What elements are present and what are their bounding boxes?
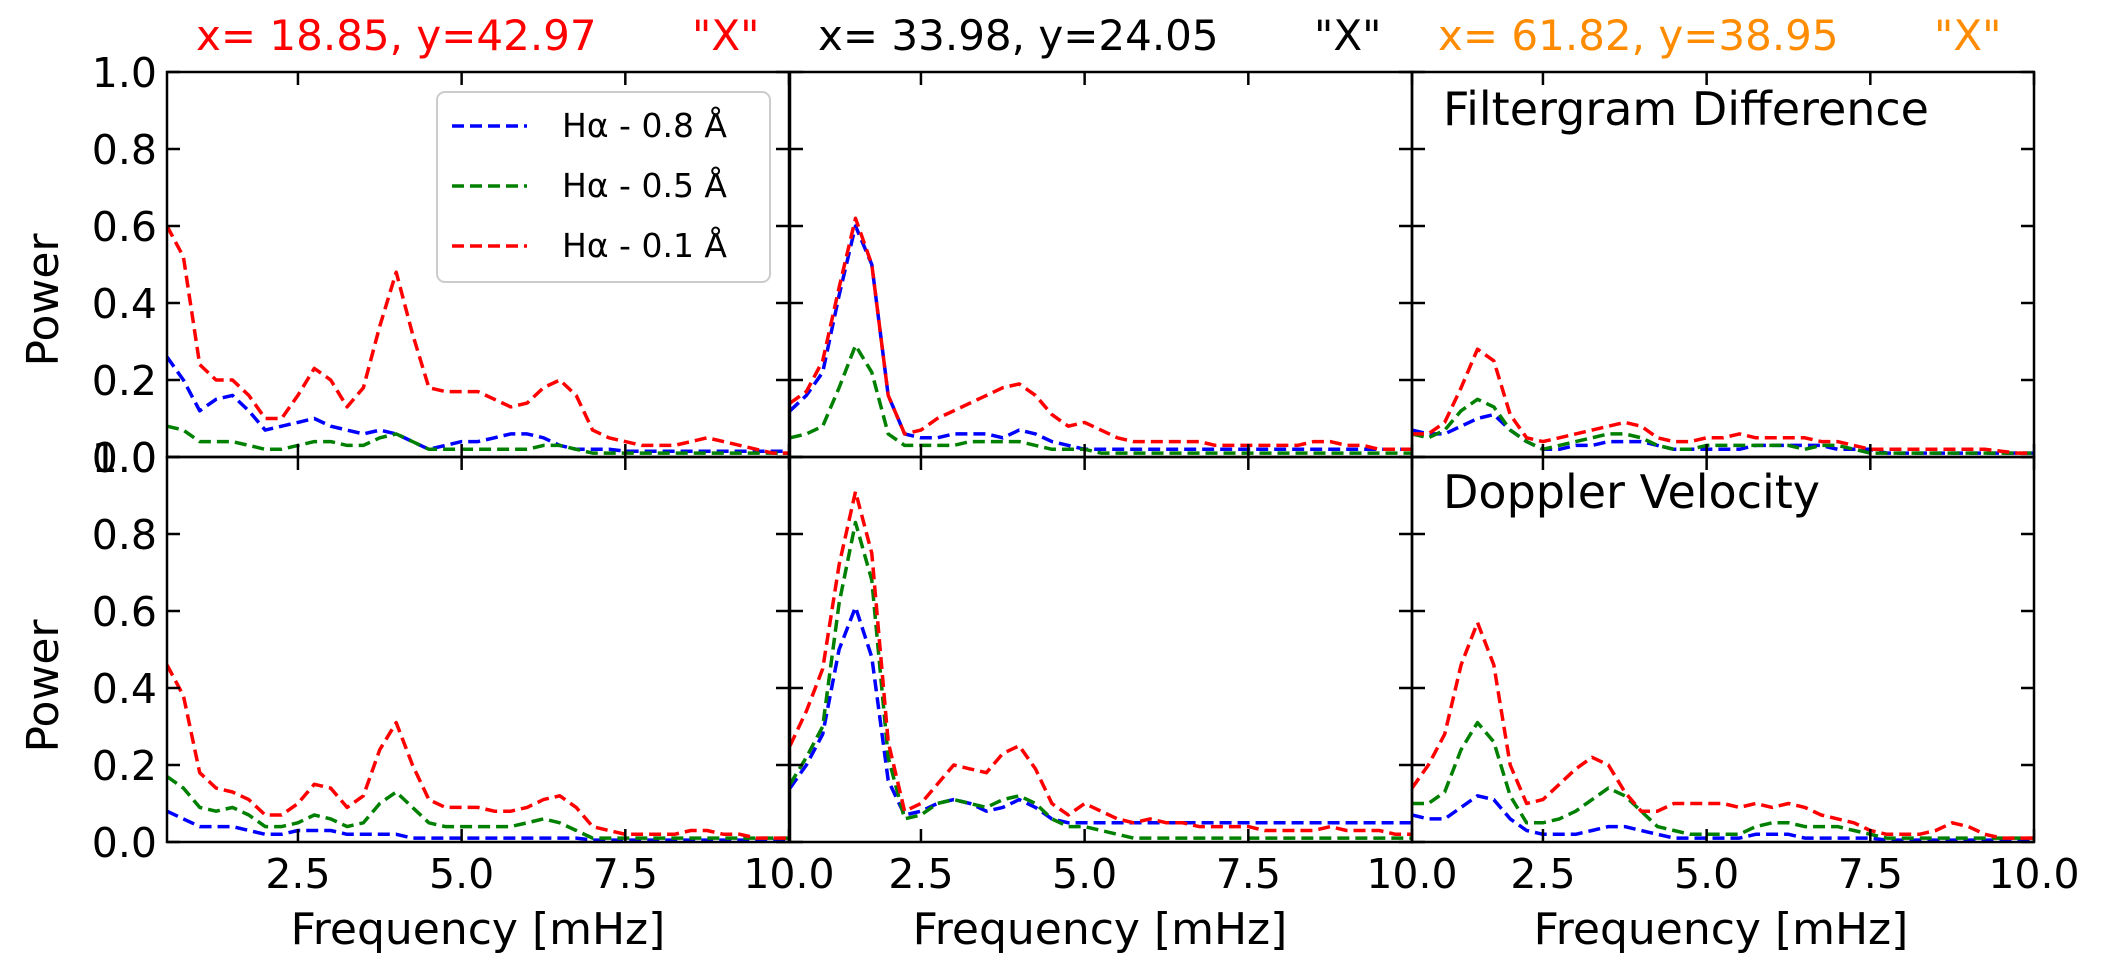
series-line-0-1 [167,225,789,455]
panel-frame [788,455,1414,844]
series-line-0-5 [1412,397,2034,455]
ylabel-bottom: Power [18,619,69,753]
x-tick-label: 10.0 [743,850,834,898]
row-title-filtergram: Filtergram Difference [1443,82,1929,136]
panel-series-group [167,225,789,455]
series-line-0-1 [1412,620,2034,840]
panel-frame [1410,455,2036,844]
panel-r1-c2: 2.5 5.0 7.5 10.0 [1410,455,2080,898]
x-tick-label: 5.0 [429,850,494,898]
panel-series-group [790,216,1412,455]
series-line-0-1 [167,664,789,840]
col1-coord-label: x= 18.85, y=42.97 [196,11,597,60]
legend-label-0-1: Hα - 0.1 Å [562,225,727,265]
y-tick-label: 0.2 [92,742,157,790]
panel-frame [165,455,791,844]
series-line-0-8 [167,809,789,842]
x-tick-label: 5.0 [1674,850,1739,898]
y-tick-label: 0.8 [92,511,157,559]
y-tick-label: 0.4 [92,280,157,328]
y-tick-label: 0.0 [92,819,157,867]
series-line-0-8 [167,355,789,453]
xlabel-col1: Frequency [mHz] [291,904,666,955]
panel-series-group [1412,347,2034,455]
panel-r0-c0: 0.0 0.2 0.4 0.6 0.8 1.0 [92,49,791,482]
y-tick-label: 0.4 [92,665,157,713]
panel-series-group [1412,620,2034,842]
legend-label-0-8: Hα - 0.8 Å [562,105,727,145]
col2-marker-label: "X" [1314,11,1381,60]
y-tick-label: 0.8 [92,126,157,174]
series-line-0-8 [790,224,1412,452]
x-tick-label: 10.0 [1366,850,1457,898]
y-tick-label: 0.2 [92,357,157,405]
x-tick-label: 2.5 [888,850,953,898]
x-tick-label: 5.0 [1052,850,1117,898]
series-line-0-1 [790,216,1412,452]
col2-coord-label: x= 33.98, y=24.05 [818,11,1219,60]
series-line-0-1 [1412,347,2034,455]
y-tick-label: 0.6 [92,588,157,636]
panel-series-group [167,664,789,842]
x-tick-label: 2.5 [1510,850,1575,898]
panel-series-group [790,489,1412,840]
x-tick-label: 7.5 [1838,850,1903,898]
x-tick-label: 7.5 [1216,850,1281,898]
col3-marker-label: "X" [1934,11,2001,60]
panel-r0-c1 [788,70,1414,459]
legend: Hα - 0.8 Å Hα - 0.5 Å Hα - 0.1 Å [436,91,771,283]
series-line-0-1 [790,489,1412,837]
xlabel-col3: Frequency [mHz] [1534,904,1909,955]
legend-frame [436,91,771,283]
col3-coord-label: x= 61.82, y=38.95 [1438,11,1839,60]
series-line-0-5 [790,343,1412,455]
y-tick-label: 1.0 [92,49,157,97]
xlabel-col2: Frequency [mHz] [913,904,1288,955]
col1-marker-label: "X" [692,11,759,60]
plot-layer: 0.0 0.2 0.4 0.6 0.8 1.0 2.5 5.0 7.5 10.0 0.0 0.2 0.4… [92,49,2080,898]
series-line-0-5 [1412,720,2034,840]
x-tick-label: 2.5 [265,850,330,898]
y-tick-label: 0.6 [92,203,157,251]
y-tick-label: 0.0 [92,434,157,482]
series-line-0-8 [790,605,1412,825]
x-tick-label: 7.5 [593,850,658,898]
series-line-0-8 [1412,794,2034,842]
row-title-doppler: Doppler Velocity [1443,465,1820,519]
panel-r1-c1: 2.5 5.0 7.5 10.0 [788,455,1458,898]
y-tick-label: 1.0 [92,434,157,482]
panel-frame [788,70,1414,459]
panel-r1-c0: 2.5 5.0 7.5 10.0 0.0 0.2 0.4 0.6 0.8 1.0 [92,434,835,898]
series-line-0-5 [790,520,1412,840]
series-line-0-5 [167,424,789,455]
ylabel-top: Power [18,233,69,367]
legend-label-0-5: Hα - 0.5 Å [562,165,727,205]
x-tick-label: 10.0 [1988,850,2079,898]
